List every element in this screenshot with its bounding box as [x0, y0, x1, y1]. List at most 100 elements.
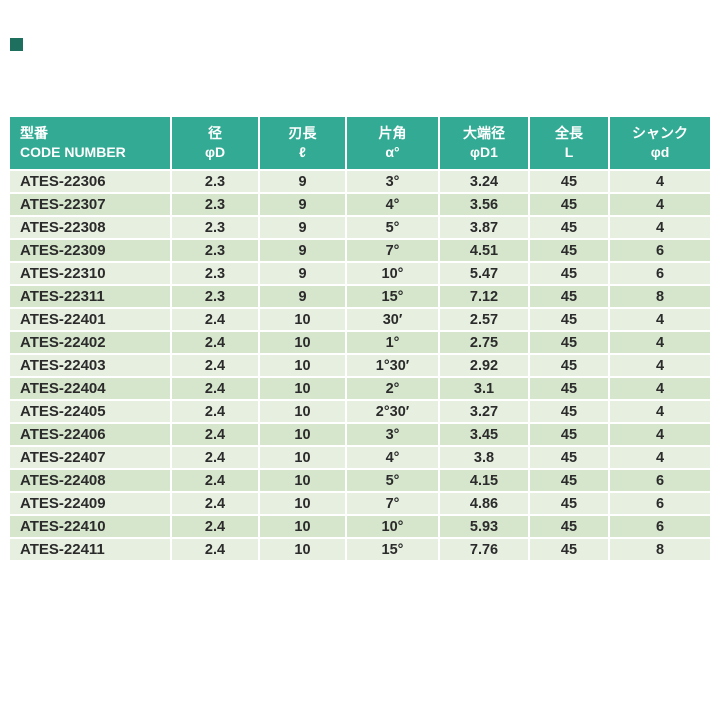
code-number-cell: ATES-22408 [8, 468, 172, 493]
value-cell: 45 [528, 307, 610, 332]
code-number-cell: ATES-22411 [8, 537, 172, 562]
column-header-5: 全長 L [528, 115, 610, 171]
value-cell: 4 [608, 376, 712, 401]
value-cell: 4 [608, 353, 712, 378]
value-cell: 10 [258, 537, 347, 562]
table-row: ATES-22411 2.4 10 15° 7.76 45 8 [8, 537, 712, 562]
value-cell: 10 [258, 376, 347, 401]
value-cell: 4° [345, 192, 440, 217]
value-cell: 3.24 [438, 169, 530, 194]
value-cell: 6 [608, 238, 712, 263]
column-header-symbol: L [564, 144, 574, 160]
value-cell: 4 [608, 192, 712, 217]
value-cell: 45 [528, 169, 610, 194]
value-cell: 45 [528, 514, 610, 539]
code-number-cell: ATES-22404 [8, 376, 172, 401]
value-cell: 2.92 [438, 353, 530, 378]
table-row: ATES-22408 2.4 10 5° 4.15 45 6 [8, 468, 712, 493]
value-cell: 45 [528, 537, 610, 562]
value-cell: 2.4 [170, 468, 260, 493]
value-cell: 4.86 [438, 491, 530, 516]
value-cell: 4 [608, 307, 712, 332]
code-number-cell: ATES-22410 [8, 514, 172, 539]
value-cell: 2.4 [170, 537, 260, 562]
value-cell: 2.4 [170, 491, 260, 516]
value-cell: 5.47 [438, 261, 530, 286]
table-row: ATES-22406 2.4 10 3° 3.45 45 4 [8, 422, 712, 447]
value-cell: 45 [528, 399, 610, 424]
value-cell: 2.4 [170, 376, 260, 401]
value-cell: 2.75 [438, 330, 530, 355]
table-row: ATES-22402 2.4 10 1° 2.75 45 4 [8, 330, 712, 355]
value-cell: 7° [345, 491, 440, 516]
table-row: ATES-22310 2.3 9 10° 5.47 45 6 [8, 261, 712, 286]
value-cell: 15° [345, 537, 440, 562]
column-header-0: 型番 CODE NUMBER [8, 115, 172, 171]
code-number-cell: ATES-22306 [8, 169, 172, 194]
value-cell: 45 [528, 215, 610, 240]
value-cell: 2.3 [170, 169, 260, 194]
value-cell: 6 [608, 514, 712, 539]
value-cell: 10 [258, 491, 347, 516]
column-header-label: 大端径 [463, 125, 505, 142]
value-cell: 10 [258, 399, 347, 424]
code-number-cell: ATES-22405 [8, 399, 172, 424]
code-number-cell: ATES-22307 [8, 192, 172, 217]
value-cell: 7.12 [438, 284, 530, 309]
table-row: ATES-22407 2.4 10 4° 3.8 45 4 [8, 445, 712, 470]
value-cell: 2.4 [170, 422, 260, 447]
column-header-1: 径 φD [170, 115, 260, 171]
value-cell: 3.56 [438, 192, 530, 217]
value-cell: 3° [345, 422, 440, 447]
column-header-label: 型番 [20, 125, 48, 142]
value-cell: 4 [608, 330, 712, 355]
value-cell: 2.3 [170, 238, 260, 263]
value-cell: 8 [608, 284, 712, 309]
table-row: ATES-22306 2.3 9 3° 3.24 45 4 [8, 169, 712, 194]
value-cell: 15° [345, 284, 440, 309]
column-header-3: 片角 α° [345, 115, 440, 171]
value-cell: 2.4 [170, 514, 260, 539]
value-cell: 9 [258, 284, 347, 309]
value-cell: 45 [528, 238, 610, 263]
value-cell: 6 [608, 261, 712, 286]
code-number-cell: ATES-22402 [8, 330, 172, 355]
value-cell: 4 [608, 215, 712, 240]
value-cell: 7.76 [438, 537, 530, 562]
value-cell: 3.1 [438, 376, 530, 401]
table-header: 型番 CODE NUMBER 径 φD 刃長 ℓ 片角 α° 大端径 φD1 全長 L シャンク φd [8, 115, 712, 171]
column-header-symbol: φD1 [470, 144, 498, 160]
value-cell: 10° [345, 261, 440, 286]
code-number-cell: ATES-22407 [8, 445, 172, 470]
value-cell: 4.51 [438, 238, 530, 263]
value-cell: 45 [528, 422, 610, 447]
column-header-4: 大端径 φD1 [438, 115, 530, 171]
value-cell: 4 [608, 422, 712, 447]
table-row: ATES-22311 2.3 9 15° 7.12 45 8 [8, 284, 712, 309]
column-header-symbol: CODE NUMBER [20, 144, 126, 160]
table-row: ATES-22308 2.3 9 5° 3.87 45 4 [8, 215, 712, 240]
column-header-symbol: α° [385, 144, 400, 160]
code-number-cell: ATES-22308 [8, 215, 172, 240]
value-cell: 2.3 [170, 215, 260, 240]
table-row: ATES-22409 2.4 10 7° 4.86 45 6 [8, 491, 712, 516]
column-header-label: 径 [208, 125, 222, 142]
value-cell: 45 [528, 468, 610, 493]
value-cell: 6 [608, 491, 712, 516]
value-cell: 9 [258, 169, 347, 194]
corner-marker [10, 38, 23, 51]
value-cell: 30′ [345, 307, 440, 332]
value-cell: 10 [258, 353, 347, 378]
value-cell: 1°30′ [345, 353, 440, 378]
table-row: ATES-22403 2.4 10 1°30′ 2.92 45 4 [8, 353, 712, 378]
value-cell: 45 [528, 376, 610, 401]
table-row: ATES-22410 2.4 10 10° 5.93 45 6 [8, 514, 712, 539]
value-cell: 10 [258, 468, 347, 493]
value-cell: 45 [528, 284, 610, 309]
header-row: 型番 CODE NUMBER 径 φD 刃長 ℓ 片角 α° 大端径 φD1 全長 L シャンク φd [8, 115, 712, 171]
column-header-label: シャンク [632, 125, 688, 142]
value-cell: 9 [258, 192, 347, 217]
value-cell: 9 [258, 238, 347, 263]
value-cell: 1° [345, 330, 440, 355]
